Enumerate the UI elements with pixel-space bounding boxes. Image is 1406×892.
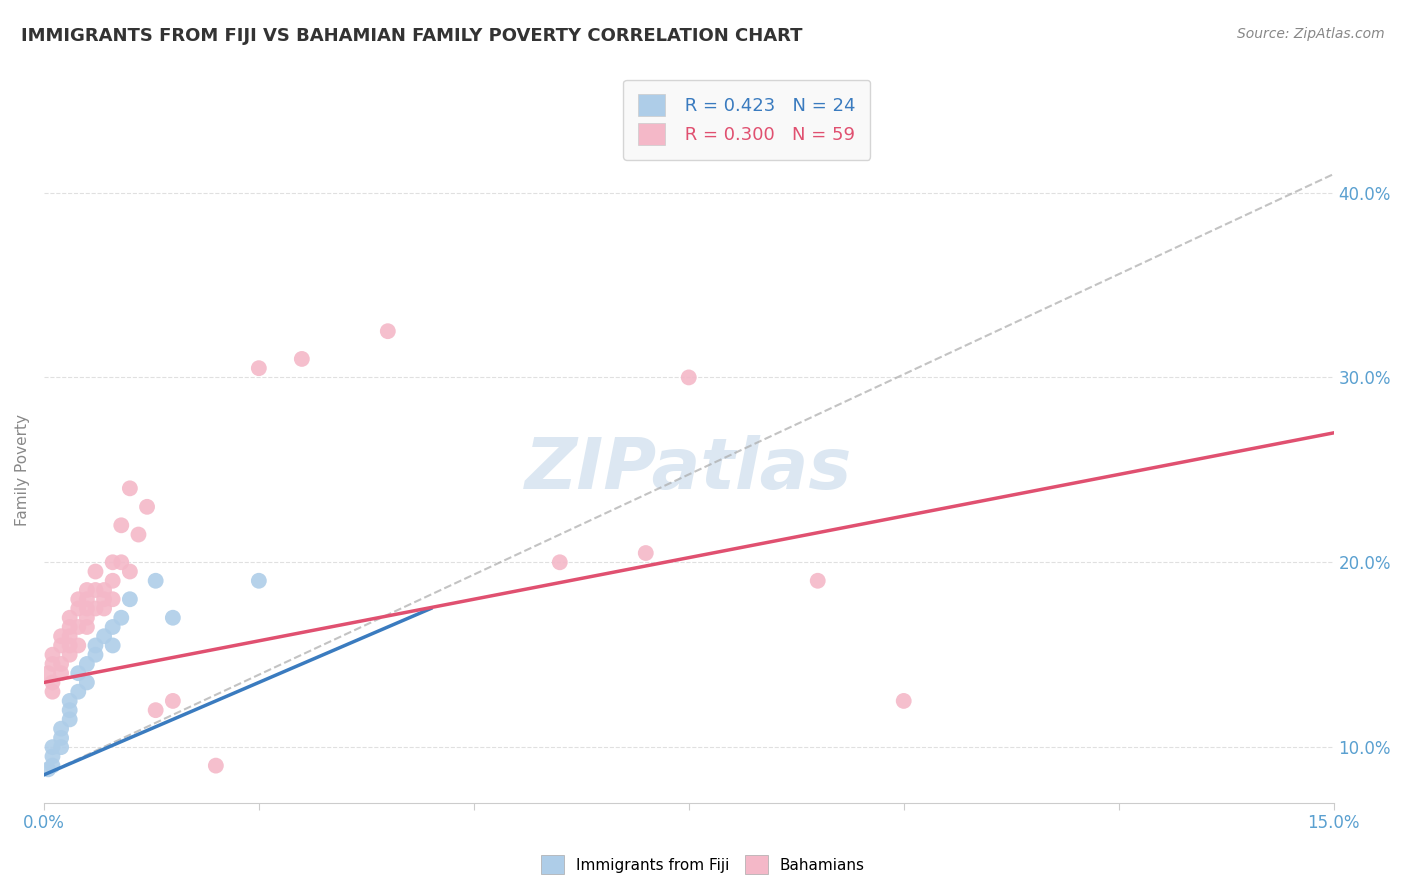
Point [76,582,98,597]
Point [101,620,124,634]
Point [110,555,132,569]
Point [49,740,72,755]
Point [49,722,72,736]
Point [49,657,72,671]
Point [76,601,98,615]
Point [118,481,141,495]
Point [59,639,82,653]
Point [145,703,167,717]
Point [101,555,124,569]
Point [84,639,107,653]
Point [59,713,82,727]
Point [49,666,72,681]
Y-axis label: Family Poverty: Family Poverty [15,414,30,526]
Point [93,601,115,615]
Point [162,611,184,625]
Point [162,694,184,708]
Point [291,351,314,366]
Point [205,758,228,772]
Point [59,648,82,662]
Point [84,601,107,615]
Point [49,731,72,745]
Point [893,694,915,708]
Point [67,684,90,698]
Point [76,620,98,634]
Point [37,762,59,776]
Point [41,684,63,698]
Point [110,518,132,533]
Point [118,565,141,579]
Point [37,666,59,681]
Point [548,555,571,569]
Point [67,666,90,681]
Point [247,361,270,376]
Point [247,574,270,588]
Point [59,703,82,717]
Point [93,582,115,597]
Point [41,749,63,764]
Point [678,370,700,384]
Point [59,611,82,625]
Text: Source: ZipAtlas.com: Source: ZipAtlas.com [1237,27,1385,41]
Point [101,592,124,607]
Point [634,546,657,560]
Point [807,574,830,588]
Point [41,648,63,662]
Point [377,324,399,338]
Point [59,620,82,634]
Point [127,527,149,541]
Point [49,629,72,643]
Legend: Immigrants from Fiji, Bahamians: Immigrants from Fiji, Bahamians [534,849,872,880]
Point [76,592,98,607]
Point [76,657,98,671]
Point [67,639,90,653]
Point [41,758,63,772]
Text: IMMIGRANTS FROM FIJI VS BAHAMIAN FAMILY POVERTY CORRELATION CHART: IMMIGRANTS FROM FIJI VS BAHAMIAN FAMILY … [21,27,803,45]
Point [49,639,72,653]
Point [59,629,82,643]
Point [84,648,107,662]
Point [76,611,98,625]
Point [67,601,90,615]
Point [118,592,141,607]
Point [84,565,107,579]
Point [59,694,82,708]
Point [67,620,90,634]
Point [101,639,124,653]
Point [93,629,115,643]
Point [93,592,115,607]
Point [101,574,124,588]
Text: ZIPatlas: ZIPatlas [524,435,852,504]
Point [41,657,63,671]
Point [84,582,107,597]
Point [76,675,98,690]
Legend:  R = 0.423   N = 24,  R = 0.300   N = 59: R = 0.423 N = 24, R = 0.300 N = 59 [623,79,870,160]
Point [110,611,132,625]
Point [145,574,167,588]
Point [67,592,90,607]
Point [41,740,63,755]
Point [136,500,159,514]
Point [41,675,63,690]
